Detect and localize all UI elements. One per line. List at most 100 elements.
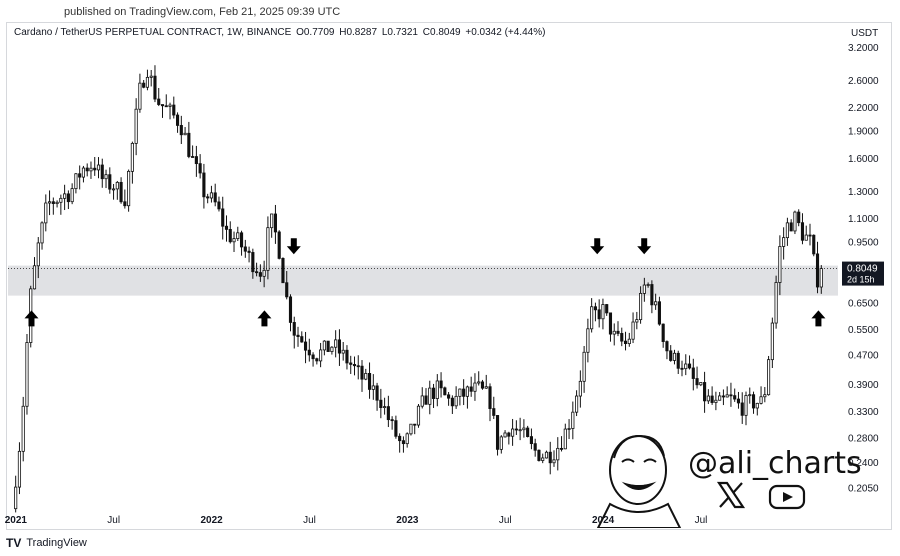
candle-body: [89, 167, 93, 172]
candle-body: [499, 436, 503, 450]
candle-body: [175, 114, 180, 126]
y-tick-label: 0.3900: [848, 380, 879, 391]
candle-body: [409, 423, 413, 435]
candle-body: [428, 387, 432, 405]
candle-body: [533, 443, 537, 451]
candle-body: [300, 336, 304, 343]
candle-body: [797, 211, 801, 224]
candle-body: [714, 399, 718, 403]
candle-body: [119, 181, 123, 203]
candle-body: [104, 174, 108, 180]
candle-body: [718, 395, 722, 401]
candle-body: [537, 449, 541, 461]
candle-body: [47, 201, 52, 204]
candle-body: [416, 405, 421, 426]
y-tick-label: 0.6500: [848, 298, 879, 309]
candle-body: [593, 306, 597, 311]
candle-body: [740, 402, 744, 416]
candle-body: [575, 395, 579, 413]
y-tick-label: 0.4700: [848, 350, 879, 361]
y-tick-label: 0.3300: [848, 407, 879, 418]
candle-body: [232, 238, 236, 243]
candle-body: [669, 350, 673, 361]
candle-body: [187, 132, 191, 157]
candle-body: [311, 354, 315, 360]
candle-body: [657, 301, 661, 325]
candle-body: [548, 451, 552, 464]
ohlc-high: H0.8287: [339, 27, 378, 38]
candle-body: [14, 486, 18, 510]
candle-body: [239, 232, 244, 248]
candle-body: [605, 304, 609, 314]
candle-body: [236, 232, 240, 239]
candle-body: [273, 213, 277, 233]
down-arrow-icon: [590, 238, 605, 255]
candle-body: [413, 423, 417, 426]
candle-body: [703, 382, 707, 402]
candle-body: [243, 246, 247, 252]
candle-body: [733, 395, 737, 400]
down-arrow-icon: [286, 238, 301, 255]
candle-body: [277, 231, 281, 259]
candle-body: [51, 201, 55, 205]
y-tick-label: 2.6000: [848, 76, 879, 87]
candle-body: [706, 395, 710, 402]
candle-body: [571, 411, 575, 429]
up-arrow-icon: [811, 310, 826, 327]
candle-body: [710, 395, 714, 403]
candle-body: [100, 164, 104, 180]
candle-body: [473, 382, 477, 392]
candle-body: [661, 323, 665, 342]
candle-body: [782, 237, 786, 247]
y-tick-label: 3.2000: [848, 43, 879, 54]
candle-body: [322, 340, 326, 351]
candle-body: [590, 306, 594, 330]
candle-body: [552, 459, 556, 464]
candle-body: [364, 373, 368, 380]
candle-body: [812, 234, 816, 255]
price-badge-value: 0.8049: [847, 264, 878, 275]
candle-body: [721, 395, 725, 398]
candle-body: [315, 358, 319, 362]
candle-body: [262, 269, 266, 277]
candle-body: [800, 222, 805, 241]
x-logo-icon: [716, 480, 746, 510]
candle-body: [157, 98, 161, 105]
candle-body: [815, 253, 820, 288]
candle-body: [567, 428, 571, 430]
candle-body: [149, 75, 153, 78]
candle-body: [367, 373, 372, 390]
candle-body: [612, 330, 616, 335]
candle-body: [631, 321, 635, 340]
x-tick-label: Jul: [695, 515, 708, 526]
candle-body: [375, 385, 379, 401]
candle-body: [793, 211, 797, 232]
candle-body: [383, 406, 387, 409]
candle-body: [390, 419, 394, 422]
candle-body: [85, 167, 89, 172]
candle-body: [541, 457, 545, 461]
y-tick-label: 2.2000: [848, 103, 879, 114]
candle-body: [759, 396, 763, 404]
candle-body: [808, 234, 812, 237]
candle-body: [484, 386, 488, 389]
candle-body: [44, 202, 48, 224]
candle-body: [748, 394, 752, 397]
up-arrow-icon: [24, 310, 39, 327]
candle-body: [654, 301, 658, 306]
candle-body: [770, 322, 774, 361]
candle-body: [145, 76, 150, 88]
candle-body: [601, 304, 605, 320]
candle-body: [729, 394, 733, 397]
candle-body: [608, 312, 613, 335]
y-tick-label: 1.6000: [848, 154, 879, 165]
candle-body: [334, 339, 338, 348]
price-badge-countdown: 2d 15h: [847, 275, 875, 285]
candle-body: [725, 394, 729, 398]
candle-body: [288, 296, 293, 323]
candle-body: [518, 429, 522, 432]
footer-brand-label: TradingView: [26, 537, 87, 549]
candle-body: [477, 381, 481, 384]
ohlc-close: C0.8049: [422, 27, 461, 38]
